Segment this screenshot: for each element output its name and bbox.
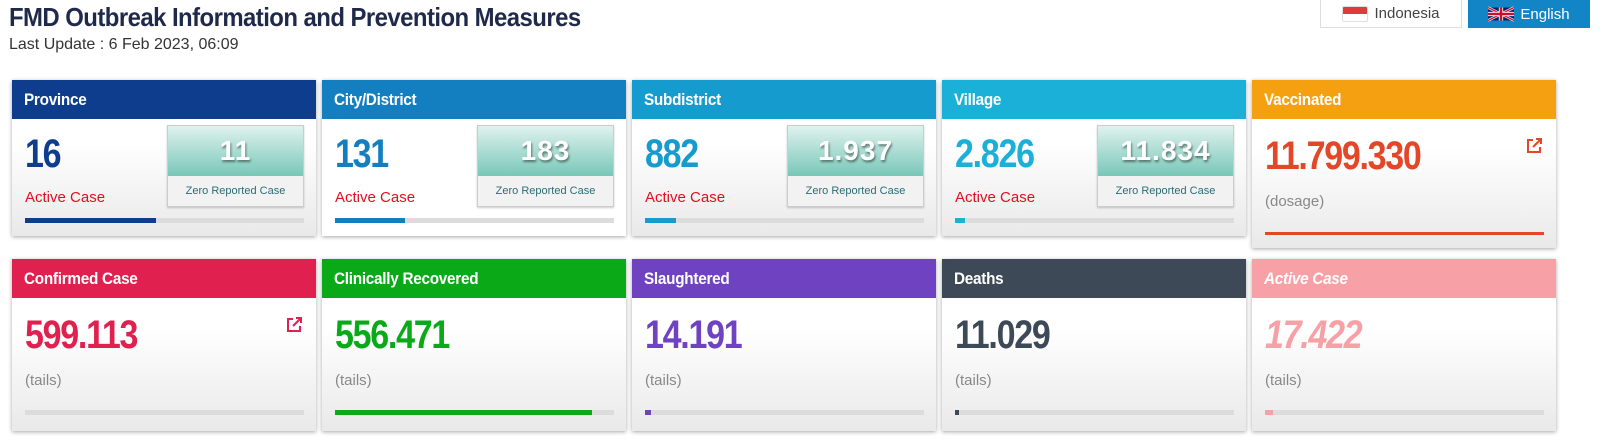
- progress-fill: [1265, 232, 1544, 235]
- card-title: Deaths: [954, 269, 1004, 288]
- subdistrict-card[interactable]: Subdistrict 882 Active Case 1.937 Zero R…: [632, 80, 936, 236]
- progress-fill: [335, 218, 405, 223]
- card-header: Village: [942, 80, 1246, 119]
- unit-label: (tails): [645, 372, 682, 389]
- card-title: City/District: [334, 90, 417, 109]
- progress-track: [955, 218, 1234, 223]
- confirmed-case-card[interactable]: Confirmed Case 599.113 (tails): [12, 259, 316, 431]
- language-indonesia-label: Indonesia: [1374, 5, 1440, 22]
- card-header: Province: [12, 80, 316, 119]
- card-title: Subdistrict: [644, 90, 721, 109]
- zero-reported-box[interactable]: 11.834 Zero Reported Case: [1097, 125, 1234, 207]
- card-header: Subdistrict: [632, 80, 936, 119]
- card-title: Confirmed Case: [24, 269, 138, 288]
- card-header: City/District: [322, 80, 626, 119]
- active-case-label: Active Case: [335, 189, 416, 206]
- recovered-count: 556.471: [335, 313, 450, 357]
- progress-fill: [955, 218, 965, 223]
- card-title: Slaughtered: [644, 269, 730, 288]
- active-case-count: 17.422: [1265, 313, 1363, 357]
- zero-reported-count: 11.834: [1098, 126, 1233, 176]
- zero-reported-label: Zero Reported Case: [185, 185, 286, 197]
- progress-fill: [645, 410, 651, 415]
- zero-reported-box[interactable]: 183 Zero Reported Case: [477, 125, 614, 207]
- zero-reported-label: Zero Reported Case: [495, 185, 596, 197]
- deaths-card[interactable]: Deaths 11.029 (tails): [942, 259, 1246, 431]
- active-count: 882: [645, 132, 699, 176]
- active-count: 16: [25, 132, 62, 176]
- page-title: FMD Outbreak Information and Prevention …: [9, 2, 581, 32]
- external-link-icon[interactable]: [285, 316, 303, 334]
- active-case-label: Active Case: [25, 189, 106, 206]
- progress-track: [955, 410, 1234, 415]
- village-card[interactable]: Village 2.826 Active Case 11.834 Zero Re…: [942, 80, 1246, 236]
- active-count: 131: [335, 132, 389, 176]
- progress-fill: [335, 410, 592, 415]
- province-card[interactable]: Province 16 Active Case 11 Zero Reported…: [12, 80, 316, 236]
- progress-track: [335, 218, 614, 223]
- last-update-text: Last Update : 6 Feb 2023, 06:09: [9, 36, 239, 53]
- slaughtered-card[interactable]: Slaughtered 14.191 (tails): [632, 259, 936, 431]
- progress-fill: [645, 218, 676, 223]
- card-title: Active Case: [1264, 269, 1348, 288]
- unit-label: (tails): [25, 372, 62, 389]
- card-header: Clinically Recovered: [322, 259, 626, 298]
- card-title: Clinically Recovered: [334, 269, 479, 288]
- unit-label: (tails): [335, 372, 372, 389]
- zero-reported-box[interactable]: 1.937 Zero Reported Case: [787, 125, 924, 207]
- language-english-label: English: [1520, 5, 1570, 23]
- page-header: FMD Outbreak Information and Prevention …: [9, 0, 630, 54]
- zero-reported-box[interactable]: 11 Zero Reported Case: [167, 125, 304, 207]
- progress-track: [335, 410, 614, 415]
- progress-fill: [955, 410, 960, 415]
- card-header: Vaccinated: [1252, 80, 1556, 119]
- city-district-card[interactable]: City/District 131 Active Case 183 Zero R…: [322, 80, 626, 236]
- zero-reported-count: 1.937: [788, 126, 923, 176]
- vaccinated-card[interactable]: Vaccinated 11.799.330 (dosage): [1252, 80, 1556, 248]
- vaccinated-count: 11.799.330: [1265, 134, 1422, 178]
- active-case-card[interactable]: Active Case 17.422 (tails): [1252, 259, 1556, 431]
- card-header: Active Case: [1252, 259, 1556, 298]
- zero-reported-count: 11: [168, 126, 303, 176]
- card-header: Slaughtered: [632, 259, 936, 298]
- uk-flag-icon: [1488, 6, 1515, 22]
- slaughtered-count: 14.191: [645, 313, 743, 357]
- progress-track: [25, 410, 304, 415]
- unit-label: (tails): [1265, 372, 1302, 389]
- indonesia-flag-icon: [1342, 5, 1369, 22]
- card-title: Vaccinated: [1264, 90, 1342, 109]
- zero-reported-label: Zero Reported Case: [1115, 185, 1216, 197]
- clinically-recovered-card[interactable]: Clinically Recovered 556.471 (tails): [322, 259, 626, 431]
- zero-reported-label: Zero Reported Case: [805, 185, 906, 197]
- vaccinated-unit: (dosage): [1265, 193, 1325, 210]
- progress-fill: [25, 218, 157, 223]
- progress-track: [645, 410, 924, 415]
- active-count: 2.826: [955, 132, 1035, 176]
- language-english-button[interactable]: English: [1468, 0, 1590, 28]
- progress-fill: [1265, 410, 1274, 415]
- card-title: Province: [24, 90, 87, 109]
- external-link-icon[interactable]: [1525, 137, 1543, 155]
- unit-label: (tails): [955, 372, 992, 389]
- zero-reported-count: 183: [478, 126, 613, 176]
- progress-track: [25, 218, 304, 223]
- card-title: Village: [954, 90, 1002, 109]
- active-case-label: Active Case: [955, 189, 1036, 206]
- active-case-label: Active Case: [645, 189, 726, 206]
- progress-track: [1265, 232, 1544, 235]
- deaths-count: 11.029: [955, 313, 1051, 357]
- progress-track: [1265, 410, 1544, 415]
- card-header: Deaths: [942, 259, 1246, 298]
- progress-track: [645, 218, 924, 223]
- card-header: Confirmed Case: [12, 259, 316, 298]
- language-indonesia-button[interactable]: Indonesia: [1320, 0, 1462, 28]
- confirmed-count: 599.113: [25, 313, 138, 357]
